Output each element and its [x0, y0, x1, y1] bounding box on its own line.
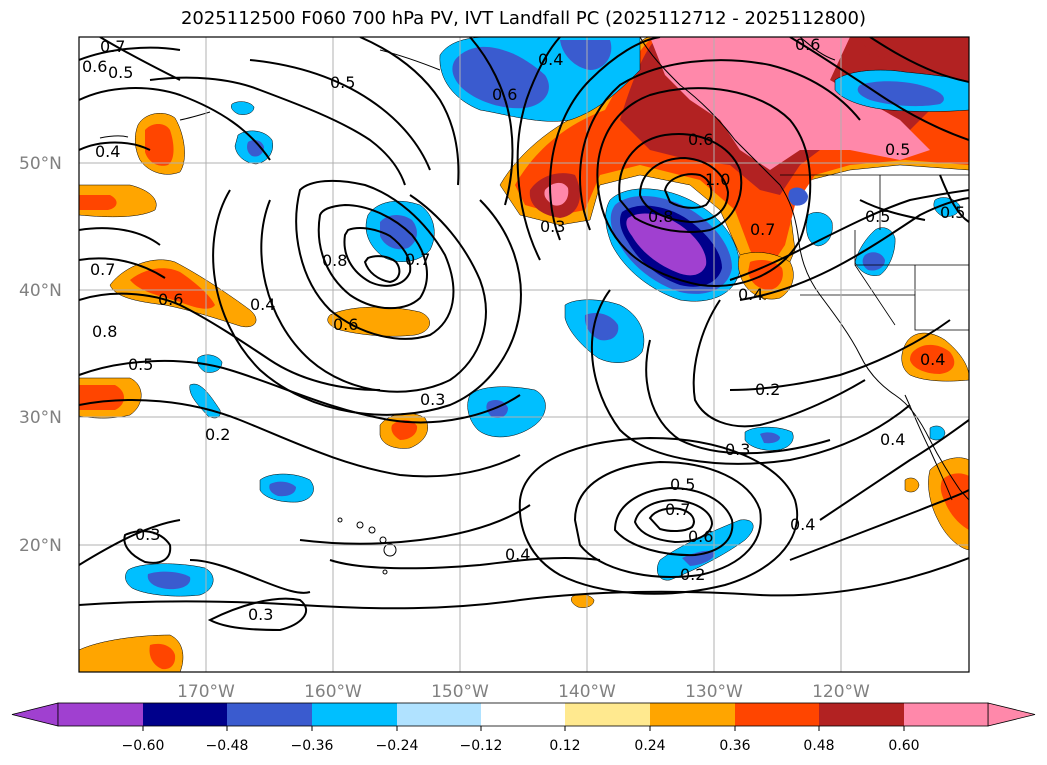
contour-label: 0.3	[540, 217, 565, 236]
lat-label: 40°N	[19, 281, 62, 301]
colorbar-segment	[312, 703, 397, 726]
colorbar-tick-label: 0.48	[803, 738, 834, 754]
contour-label: 0.4	[250, 295, 275, 314]
lat-label: 20°N	[19, 536, 62, 556]
contour-label: 0.6	[688, 527, 713, 546]
colorbar-tick-label: −0.60	[122, 738, 165, 754]
lat-label: 30°N	[19, 408, 62, 428]
map-title: 2025112500 F060 700 hPa PV, IVT Landfall…	[180, 8, 867, 29]
contour-label: 0.4	[920, 350, 945, 369]
contour-label: 0.4	[790, 515, 815, 534]
contour-label: 0.7	[750, 220, 775, 239]
shaded-field	[79, 37, 969, 672]
contour-label: 0.7	[90, 260, 115, 279]
contour-ne-high	[618, 133, 743, 233]
coastlines	[99, 37, 969, 501]
map-plot-area: 0.7 0.6 0.5 0.5 0.4 0.6 0.4 0.6 0.6 0.5 …	[79, 35, 969, 672]
pos-anomaly-pink	[650, 37, 930, 170]
contour-label: 0.7	[665, 500, 690, 519]
contour-label: 0.2	[680, 565, 705, 584]
colorbar-segment	[904, 703, 988, 726]
contour-label: 0.5	[330, 73, 355, 92]
contour-label: 0.4	[95, 142, 120, 161]
gridlines	[79, 37, 969, 672]
colorbar-segment	[397, 703, 481, 726]
contour-label: 0.8	[92, 322, 117, 341]
contour-label: 0.2	[205, 425, 230, 444]
contour-label: 0.6	[492, 85, 517, 104]
contour-label: 0.5	[885, 140, 910, 159]
colorbar-tick-label: −0.24	[376, 738, 419, 754]
contour-label: 0.5	[670, 475, 695, 494]
contour-label: 0.3	[135, 525, 160, 544]
contour-label: 0.3	[420, 390, 445, 409]
contour-label: 0.7	[100, 37, 125, 56]
colorbar-tick-label: 0.12	[549, 738, 580, 754]
lon-label: 120°W	[812, 682, 870, 702]
map-frame	[78, 36, 970, 673]
contour-label: 0.3	[248, 605, 273, 624]
contour-label: 0.5	[128, 355, 153, 374]
colorbar-segment	[58, 703, 143, 726]
contour-label: 0.8	[648, 207, 673, 226]
contour-label: 0.4	[738, 285, 763, 304]
colorbar-tick-label: 0.36	[719, 738, 750, 754]
contour-label: 0.8	[322, 251, 347, 270]
contour-label: 0.7	[405, 250, 430, 269]
colorbar: −0.60 −0.48 −0.36 −0.24 −0.12 0.12 0.24 0.36 0.4…	[11, 702, 1036, 754]
colorbar-segment	[143, 703, 227, 726]
colorbar-segment	[565, 703, 650, 726]
colorbar-frame	[57, 702, 989, 727]
contour-label: 1.0	[705, 170, 730, 189]
lat-label: 50°N	[19, 154, 62, 174]
lon-label: 160°W	[304, 682, 362, 702]
lon-label: 130°W	[685, 682, 743, 702]
contour-label: 0.3	[725, 440, 750, 459]
colorbar-segment	[819, 703, 904, 726]
colorbar-segment	[481, 703, 565, 726]
colorbar-tick-label: −0.12	[460, 738, 503, 754]
colorbar-segment	[735, 703, 819, 726]
colorbar-segment	[227, 703, 312, 726]
contour-label: 0.4	[880, 430, 905, 449]
colorbar-tick-label: −0.48	[206, 738, 249, 754]
contour-label: 0.6	[333, 315, 358, 334]
contour-label: 0.6	[795, 35, 820, 54]
contour-label: 0.5	[865, 207, 890, 226]
contour-label: 0.6	[688, 130, 713, 149]
contour-label: 0.5	[940, 203, 965, 222]
lon-label: 140°W	[558, 682, 616, 702]
colorbar-tick-label: −0.36	[291, 738, 334, 754]
colorbar-arrow-max	[987, 702, 1036, 727]
neg-anomaly-purple	[626, 213, 707, 276]
colorbar-tick-label: 0.24	[634, 738, 665, 754]
contour-label-group: 0.7 0.6 0.5 0.5 0.4 0.6 0.4 0.6 0.6 0.5 …	[82, 35, 965, 624]
contour-label: 0.2	[755, 380, 780, 399]
colorbar-arrow-min	[11, 702, 59, 727]
longitude-labels: 170°W 160°W 150°W 140°W 130°W 120°W	[177, 682, 870, 702]
contour-label: 0.5	[108, 63, 133, 82]
contour-label: 0.4	[538, 50, 563, 69]
contour-label: 0.4	[505, 545, 530, 564]
colorbar-segment	[650, 703, 735, 726]
colorbar-tick-label: 0.60	[888, 738, 919, 754]
lon-label: 170°W	[177, 682, 235, 702]
lon-label: 150°W	[431, 682, 489, 702]
contour-label: 0.6	[158, 290, 183, 309]
contour-label: 0.6	[82, 57, 107, 76]
contour-lines	[79, 37, 969, 632]
latitude-labels: 50°N 40°N 30°N 20°N	[19, 154, 62, 556]
